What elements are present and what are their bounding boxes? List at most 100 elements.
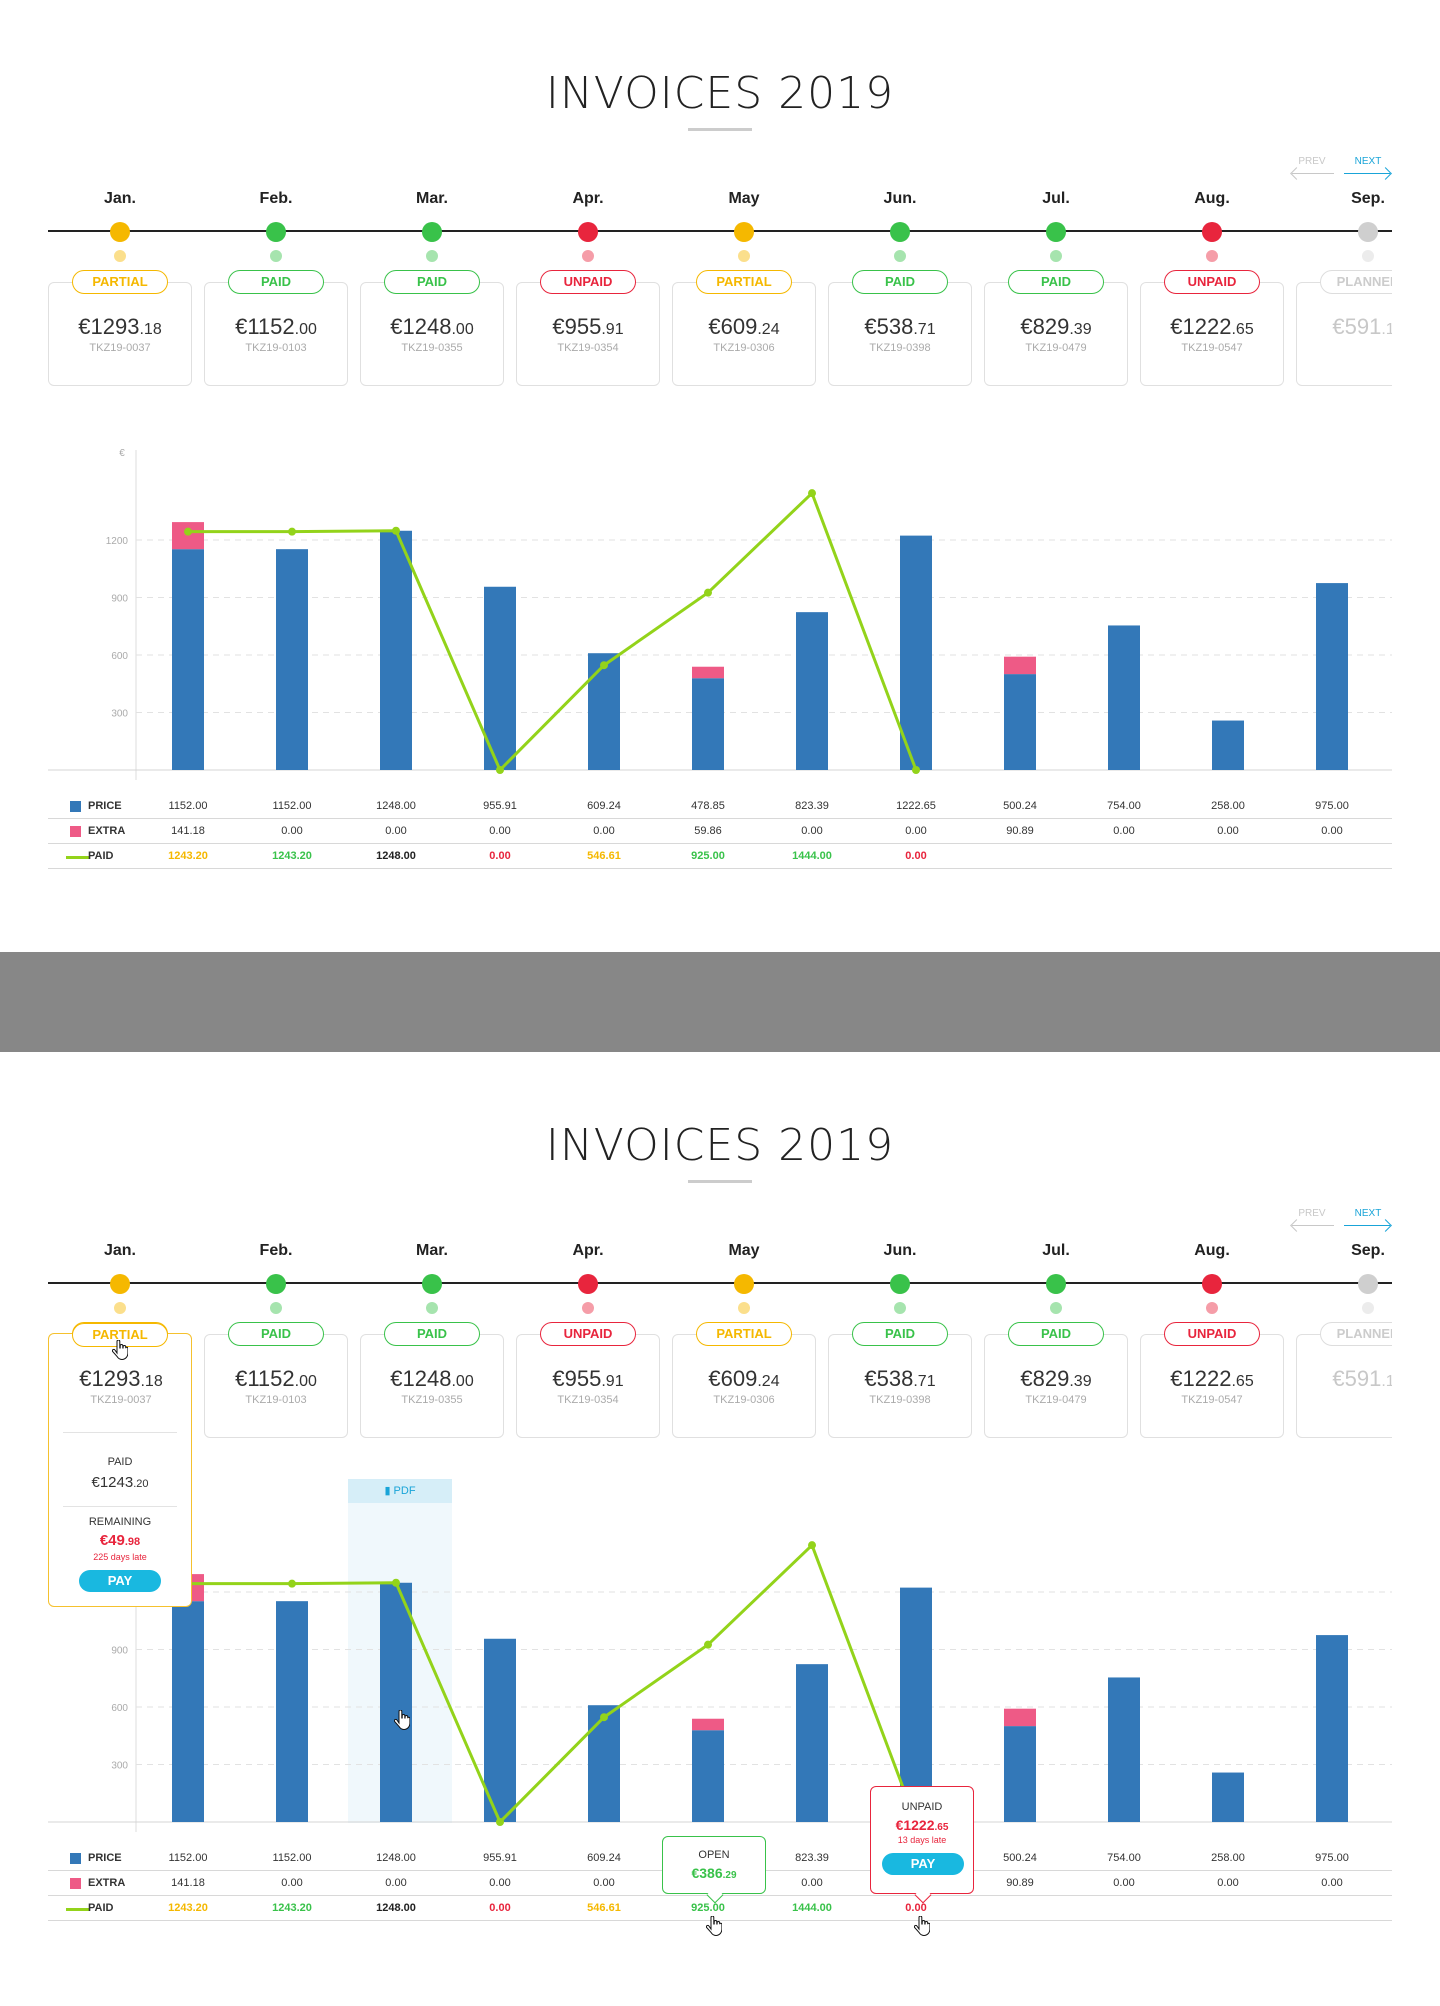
paid-point[interactable]: [808, 1541, 816, 1550]
paid-point[interactable]: [288, 527, 296, 536]
prev-button[interactable]: PREV: [1290, 1208, 1334, 1231]
price-bar[interactable]: [1108, 1677, 1140, 1822]
table-cell[interactable]: 0.00: [489, 850, 511, 862]
status-dot[interactable]: [266, 1274, 286, 1294]
month-item-1[interactable]: Feb. PAID €1152.00 TKZ19-0103: [204, 1242, 348, 1442]
status-dot[interactable]: [1202, 1274, 1222, 1294]
pay-button[interactable]: PAY: [79, 1570, 161, 1592]
table-cell[interactable]: 1248.00: [376, 850, 416, 862]
paid-point[interactable]: [288, 1579, 296, 1588]
table-cell[interactable]: 546.61: [587, 850, 621, 862]
status-dot[interactable]: [110, 1274, 130, 1294]
table-cell[interactable]: 1444.00: [792, 1902, 832, 1914]
month-item-7[interactable]: Aug. UNPAID €1222.65 TKZ19-0547: [1140, 190, 1284, 390]
month-item-4[interactable]: May PARTIAL €609.24 TKZ19-0306: [672, 1242, 816, 1442]
price-bar[interactable]: [900, 535, 932, 770]
invoice-card[interactable]: [204, 282, 348, 386]
table-cell[interactable]: 1243.20: [168, 850, 208, 862]
table-cell[interactable]: 0.00: [489, 1902, 511, 1914]
paid-point[interactable]: [600, 661, 608, 670]
invoice-card[interactable]: [984, 282, 1128, 386]
paid-point[interactable]: [496, 766, 504, 774]
status-dot[interactable]: [1046, 1274, 1066, 1294]
price-bar[interactable]: [1004, 674, 1036, 770]
month-item-5[interactable]: Jun. PAID €538.71 TKZ19-0398: [828, 1242, 972, 1442]
price-bar[interactable]: [276, 1601, 308, 1822]
invoice-card[interactable]: [516, 1334, 660, 1438]
january-invoice-popup[interactable]: PARTIAL €1293.18 TKZ19-0037 PAID €1243.20 REM…: [48, 1323, 192, 1607]
month-item-3[interactable]: Apr. UNPAID €955.91 TKZ19-0354: [516, 1242, 660, 1442]
invoice-card[interactable]: [828, 282, 972, 386]
paid-point[interactable]: [704, 588, 712, 597]
price-bar[interactable]: [380, 530, 412, 770]
invoice-card[interactable]: [984, 1334, 1128, 1438]
status-dot[interactable]: [422, 1274, 442, 1294]
price-bar[interactable]: [172, 1601, 204, 1822]
table-cell[interactable]: 1444.00: [792, 850, 832, 862]
month-item-5[interactable]: Jun. PAID €538.71 TKZ19-0398: [828, 190, 972, 390]
status-dot[interactable]: [1202, 222, 1222, 242]
paid-point[interactable]: [600, 1713, 608, 1722]
price-bar[interactable]: [796, 1664, 828, 1822]
price-bar[interactable]: [1316, 583, 1348, 770]
invoice-card[interactable]: [360, 282, 504, 386]
month-item-3[interactable]: Apr. UNPAID €955.91 TKZ19-0354: [516, 190, 660, 390]
extra-bar[interactable]: [1004, 1708, 1036, 1727]
price-bar[interactable]: [1212, 720, 1244, 770]
price-bar[interactable]: [172, 549, 204, 770]
invoice-card[interactable]: [1140, 1334, 1284, 1438]
paid-point[interactable]: [496, 1818, 504, 1826]
table-cell[interactable]: 1243.20: [168, 1902, 208, 1914]
invoice-card[interactable]: [1140, 282, 1284, 386]
status-dot[interactable]: [1046, 222, 1066, 242]
month-item-6[interactable]: Jul. PAID €829.39 TKZ19-0479: [984, 1242, 1128, 1442]
month-item-2[interactable]: Mar. PAID €1248.00 TKZ19-0355: [360, 1242, 504, 1442]
table-cell[interactable]: 925.00: [691, 1902, 725, 1914]
pay-button[interactable]: PAY: [882, 1853, 964, 1875]
invoice-card[interactable]: [48, 282, 192, 386]
invoice-card[interactable]: [204, 1334, 348, 1438]
status-dot[interactable]: [1358, 1274, 1378, 1294]
paid-point[interactable]: [704, 1640, 712, 1649]
price-bar[interactable]: [588, 653, 620, 770]
price-bar[interactable]: [1212, 1772, 1244, 1822]
table-cell[interactable]: 1243.20: [272, 1902, 312, 1914]
month-item-1[interactable]: Feb. PAID €1152.00 TKZ19-0103: [204, 190, 348, 390]
prev-button[interactable]: PREV: [1290, 156, 1334, 179]
extra-bar[interactable]: [692, 666, 724, 679]
month-item-0[interactable]: Jan. PARTIAL €1293.18 TKZ19-0037: [48, 190, 192, 390]
month-item-2[interactable]: Mar. PAID €1248.00 TKZ19-0355: [360, 190, 504, 390]
extra-bar[interactable]: [1004, 656, 1036, 675]
month-item-4[interactable]: May PARTIAL €609.24 TKZ19-0306: [672, 190, 816, 390]
month-item-7[interactable]: Aug. UNPAID €1222.65 TKZ19-0547: [1140, 1242, 1284, 1442]
status-dot[interactable]: [734, 1274, 754, 1294]
table-cell[interactable]: 1243.20: [272, 850, 312, 862]
next-button[interactable]: NEXT: [1344, 1208, 1392, 1231]
status-dot[interactable]: [578, 222, 598, 242]
august-unpaid-tooltip[interactable]: UNPAID €1222.65 13 days late PAY: [870, 1786, 974, 1904]
table-cell[interactable]: 546.61: [587, 1902, 621, 1914]
invoice-card[interactable]: [672, 1334, 816, 1438]
status-dot[interactable]: [890, 1274, 910, 1294]
pdf-download-button[interactable]: ▮ PDF: [348, 1479, 452, 1503]
price-bar[interactable]: [484, 1638, 516, 1822]
status-dot[interactable]: [1358, 222, 1378, 242]
price-bar[interactable]: [796, 612, 828, 770]
next-button[interactable]: NEXT: [1344, 156, 1392, 179]
price-bar[interactable]: [276, 549, 308, 770]
price-bar[interactable]: [1316, 1635, 1348, 1822]
status-dot[interactable]: [890, 222, 910, 242]
table-cell[interactable]: 0.00: [905, 1902, 927, 1914]
invoice-card[interactable]: [360, 1334, 504, 1438]
table-cell[interactable]: 925.00: [691, 850, 725, 862]
price-bar[interactable]: [1004, 1726, 1036, 1822]
price-bar[interactable]: [1108, 625, 1140, 770]
paid-point[interactable]: [392, 1578, 400, 1587]
invoice-card[interactable]: [672, 282, 816, 386]
table-cell[interactable]: 1248.00: [376, 1902, 416, 1914]
status-dot[interactable]: [578, 1274, 598, 1294]
paid-point[interactable]: [392, 526, 400, 535]
table-cell[interactable]: 0.00: [905, 850, 927, 862]
paid-point[interactable]: [912, 766, 920, 774]
price-bar[interactable]: [484, 586, 516, 770]
